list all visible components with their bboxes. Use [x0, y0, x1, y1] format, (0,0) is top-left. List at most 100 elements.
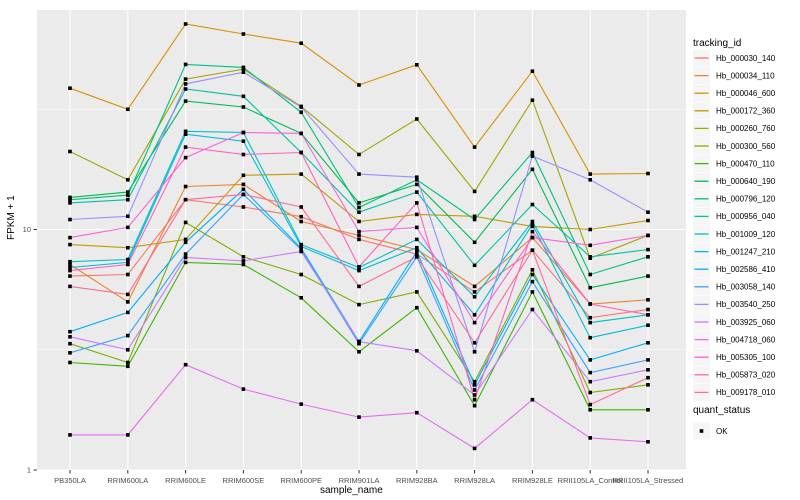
data-point: [646, 368, 650, 372]
data-point: [241, 205, 246, 209]
legend-item-label: Hb_001009_120: [716, 230, 776, 239]
data-point: [241, 105, 246, 109]
data-point: [299, 214, 303, 219]
data-point: [588, 272, 592, 277]
data-point: [126, 364, 130, 369]
data-point: [530, 397, 535, 402]
data-point: [241, 152, 246, 157]
data-point: [646, 358, 650, 362]
x-tick-label: RRIM928BA: [396, 476, 438, 485]
data-point: [530, 219, 535, 224]
legend-item-label: Hb_000640_190: [716, 177, 776, 186]
data-point: [588, 285, 592, 290]
data-point: [646, 255, 650, 259]
data-point: [183, 99, 188, 103]
data-point: [357, 152, 361, 157]
data-point: [646, 307, 650, 312]
data-point: [183, 22, 188, 26]
data-point: [241, 187, 246, 192]
data-point: [183, 260, 188, 265]
data-point: [646, 440, 650, 444]
data-point: [68, 284, 72, 289]
data-point: [472, 290, 477, 294]
data-point: [68, 149, 72, 154]
data-point: [126, 433, 130, 437]
data-point: [588, 243, 592, 248]
x-tick-label: RRIM928LA: [454, 476, 495, 485]
data-point: [357, 172, 361, 176]
data-point: [588, 390, 592, 395]
data-point: [357, 229, 361, 234]
data-point: [68, 351, 72, 355]
data-point: [126, 333, 130, 338]
data-point: [472, 214, 477, 219]
data-point: [299, 172, 303, 176]
data-point: [241, 262, 246, 267]
data-point: [530, 307, 535, 312]
data-point: [357, 268, 361, 273]
data-point: [530, 202, 535, 207]
data-point: [530, 69, 535, 73]
data-point: [530, 98, 535, 102]
data-point: [68, 274, 72, 278]
data-point: [357, 350, 361, 354]
data-point: [299, 41, 303, 45]
data-point: [472, 313, 477, 317]
data-point: [183, 240, 188, 245]
data-point: [183, 197, 188, 202]
data-point: [588, 227, 592, 232]
data-point: [357, 237, 361, 242]
data-point: [183, 87, 188, 91]
data-point: [357, 339, 361, 344]
legend-item-label: Hb_003058_140: [716, 283, 776, 292]
x-tick-label: RRIM901LA: [339, 476, 380, 485]
data-point: [241, 70, 246, 74]
data-point: [415, 290, 419, 294]
data-point: [530, 272, 535, 277]
data-point: [588, 358, 592, 362]
data-point: [241, 192, 246, 197]
x-tick-label: RRIM600SE: [223, 476, 265, 485]
data-point: [472, 403, 477, 408]
x-tick-label: RRIM928LE: [512, 476, 553, 485]
data-point: [646, 171, 650, 176]
data-point: [472, 350, 477, 354]
data-point: [183, 82, 188, 86]
x-tick-label: RRII105LA_Stressed: [613, 476, 683, 485]
data-point: [126, 257, 130, 262]
data-point: [472, 383, 477, 387]
data-point: [415, 245, 419, 250]
data-point: [530, 150, 535, 155]
x-tick-label: RRIM600PE: [280, 476, 322, 485]
color-legend-title: tracking_id: [693, 38, 742, 49]
data-point: [241, 139, 246, 143]
data-point: [241, 130, 246, 135]
data-point: [299, 105, 303, 109]
data-point: [126, 360, 130, 365]
data-point: [415, 249, 419, 254]
data-point: [126, 292, 130, 297]
data-point: [183, 155, 188, 160]
data-point: [472, 145, 477, 149]
data-point: [415, 410, 419, 415]
data-point: [241, 65, 246, 70]
data-point: [588, 408, 592, 412]
y-tick-label: 10: [23, 225, 31, 234]
legend-item-label: Hb_005305_100: [716, 353, 776, 362]
data-point: [472, 263, 477, 268]
x-tick-label: RRIM600LA: [107, 476, 148, 485]
data-point: [241, 259, 246, 263]
data-point: [126, 107, 130, 112]
data-point: [68, 360, 72, 365]
data-point: [126, 272, 130, 277]
data-point: [646, 323, 650, 327]
data-point: [472, 240, 477, 245]
data-point: [241, 387, 246, 391]
data-point: [68, 329, 72, 334]
quant-status-square-icon: [699, 429, 704, 433]
data-point: [241, 94, 246, 99]
data-point: [357, 302, 361, 307]
data-point: [299, 249, 303, 254]
data-point: [646, 383, 650, 387]
